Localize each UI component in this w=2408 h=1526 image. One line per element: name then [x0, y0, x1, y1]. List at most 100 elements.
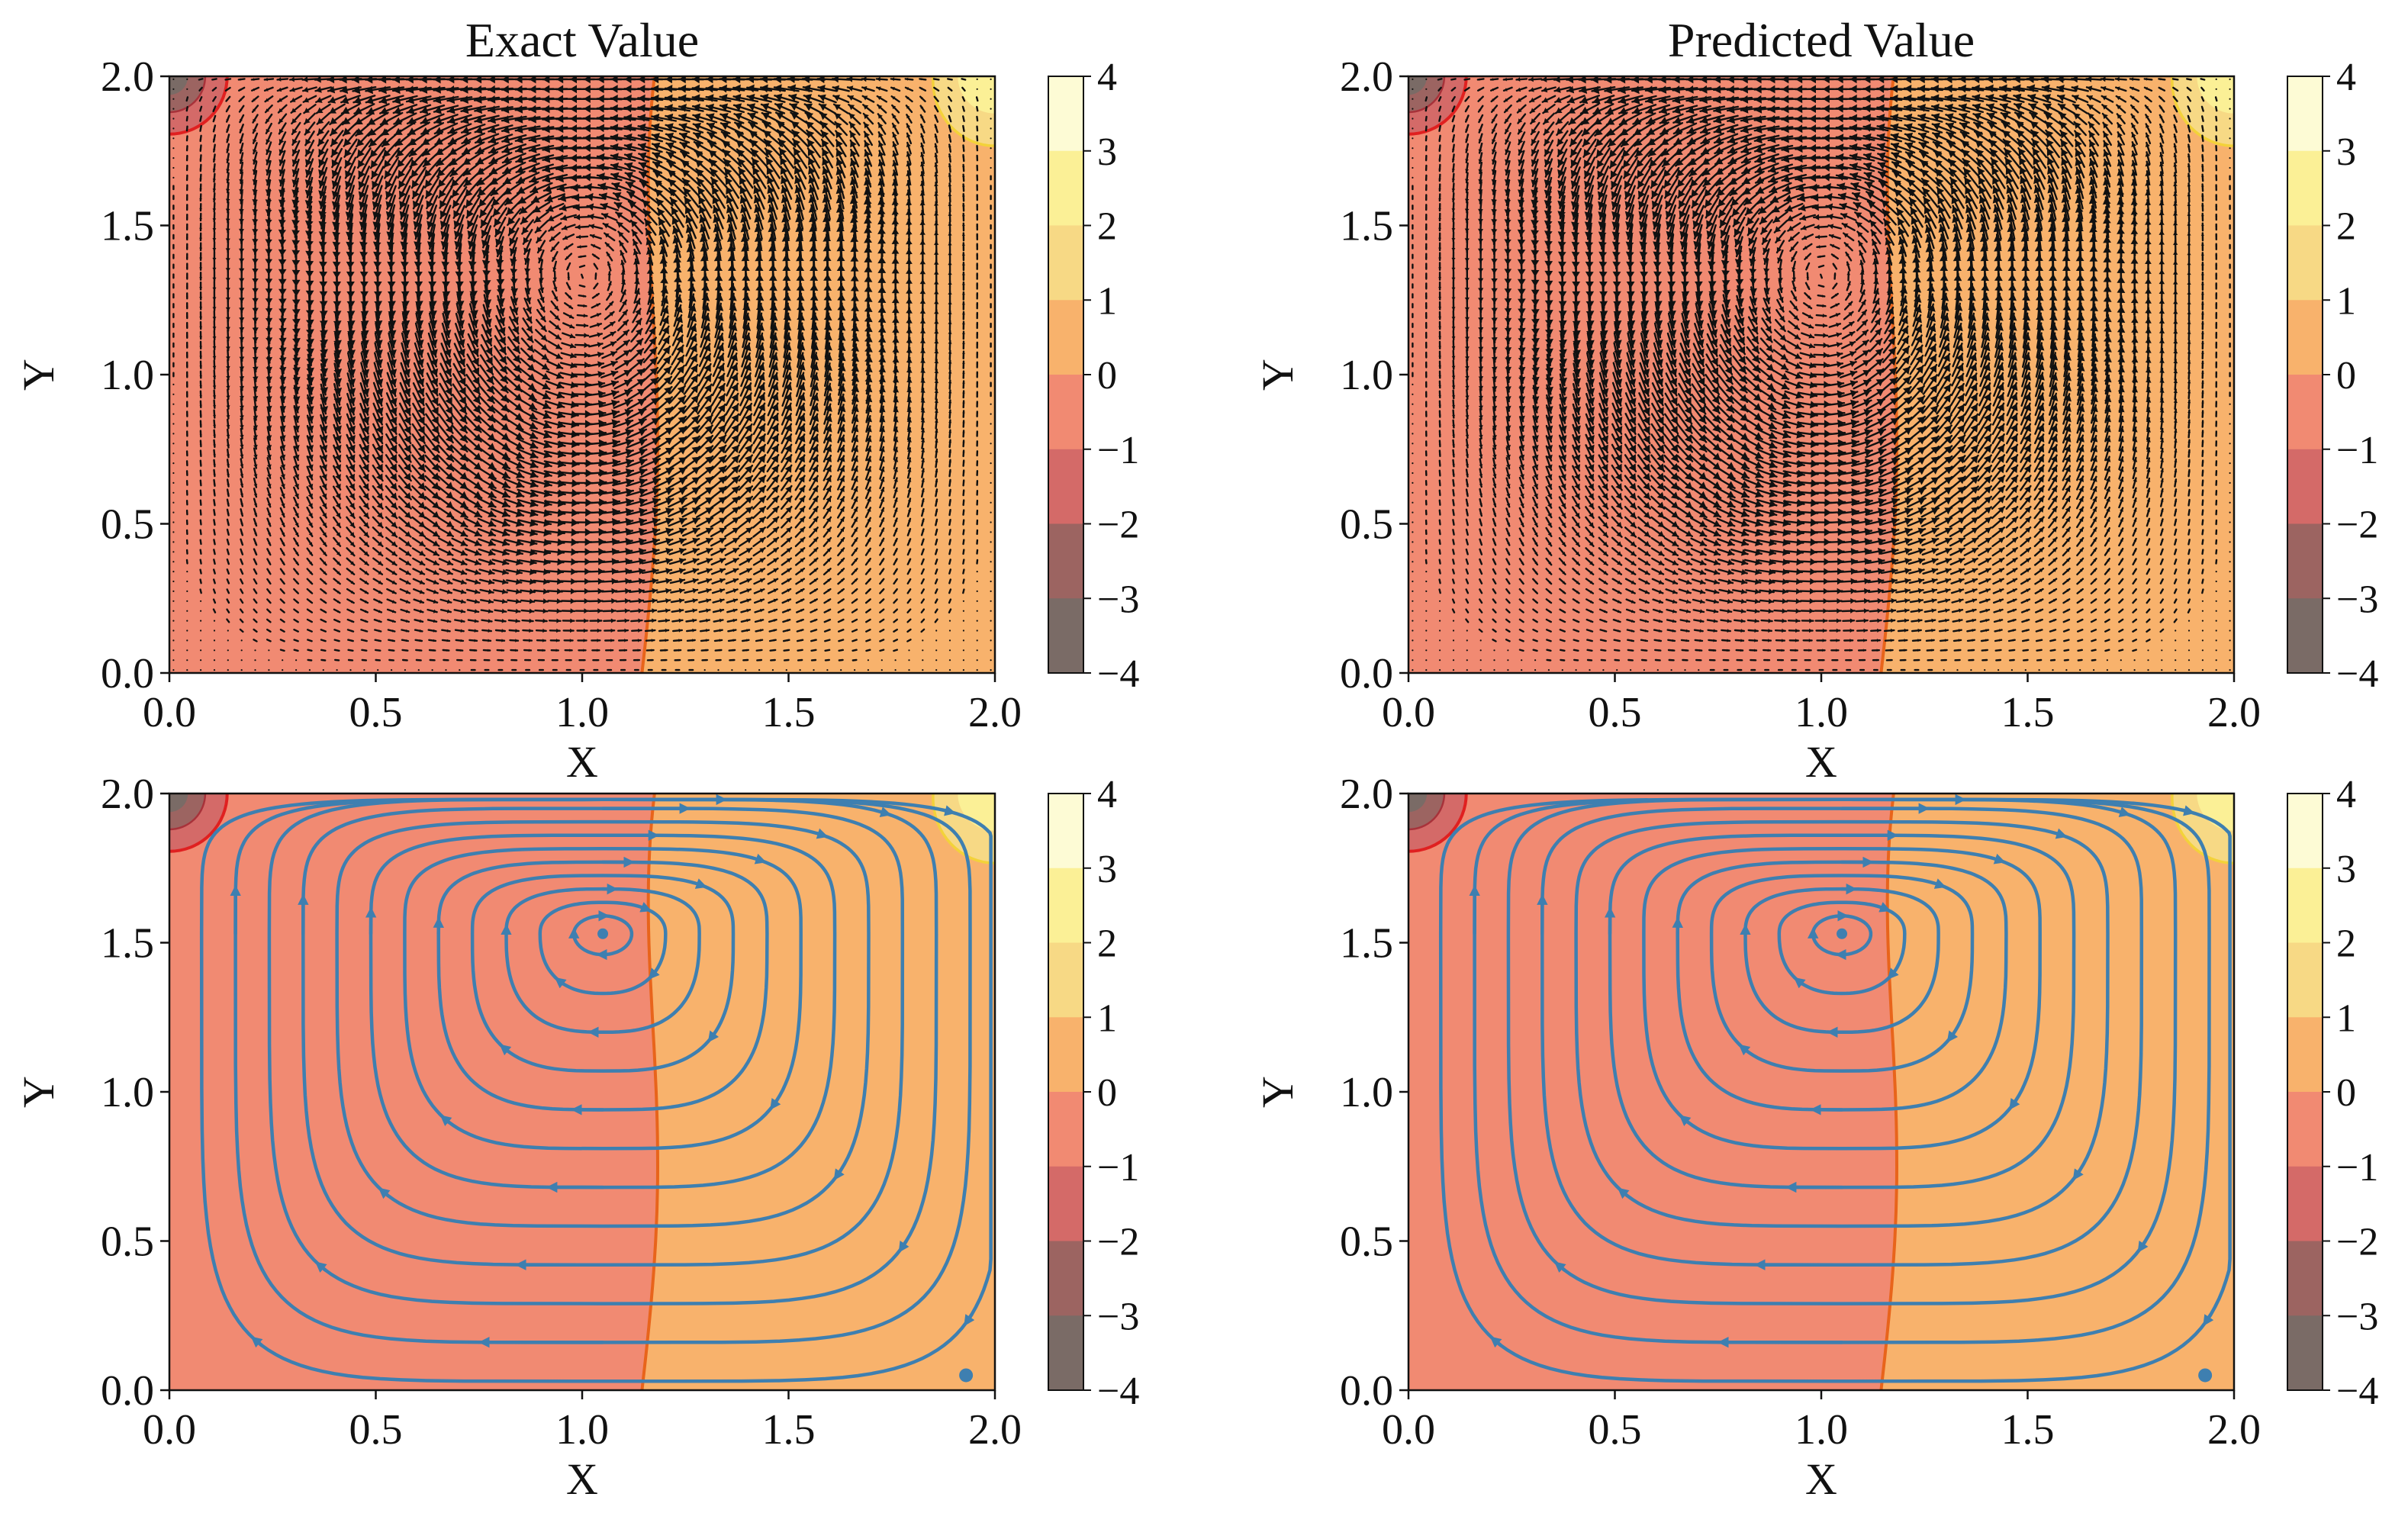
quiver-arrow-head [239, 208, 244, 214]
quiver-arrow-head [296, 620, 298, 623]
quiver-arrow-head [226, 149, 230, 153]
quiver-arrow-head [253, 464, 258, 468]
quiver-arrow-head [266, 445, 272, 449]
quiver-arrow-head [185, 208, 188, 210]
quiver-arrow-head [239, 149, 243, 153]
quiver-arrow [186, 88, 188, 90]
quiver-arrow [172, 118, 175, 120]
quiver-arrow-head [253, 395, 259, 401]
quiver-arrow [254, 659, 256, 662]
quiver-arrow-head [214, 591, 216, 594]
quiver-arrow-head [294, 445, 300, 451]
quiver-arrow-head [281, 513, 285, 517]
quiver-arrow-head [265, 229, 272, 236]
quiver-arrow-head [278, 139, 285, 145]
quiver-arrow [268, 669, 270, 671]
quiver-arrow-head [213, 474, 216, 476]
quiver-arrow-head [268, 552, 271, 555]
quiver-arrow-head [186, 552, 188, 554]
quiver-arrow-head [280, 454, 286, 460]
quiver-arrow [227, 659, 229, 662]
quiver-arrow-head [265, 88, 269, 92]
quiver-arrow-head [212, 257, 217, 262]
quiver-arrow-head [294, 474, 300, 479]
quiver-arrow-head [172, 227, 175, 229]
quiver-arrow-head [278, 366, 287, 374]
quiver-arrow-head [282, 581, 285, 584]
quiver-arrow-head [240, 493, 243, 497]
quiver-arrow-head [227, 552, 230, 555]
quiver-arrow-head [279, 425, 286, 431]
quiver-arrow-head [172, 375, 175, 377]
quiver-arrow-head [265, 307, 273, 314]
quiver-arrow [200, 669, 202, 671]
quiver-arrow [200, 659, 202, 662]
quiver-arrow-head [282, 552, 285, 555]
quiver-arrow-head [268, 571, 271, 575]
quiver-arrow [172, 491, 175, 494]
quiver-arrow-head [253, 139, 257, 143]
quiver-arrow-head [200, 591, 202, 594]
quiver-arrow-head [239, 385, 244, 391]
quiver-arrow-head [255, 600, 257, 603]
quiver-arrow [172, 590, 175, 593]
quiver-arrow [172, 669, 175, 671]
quiver-arrow [172, 137, 175, 140]
quiver-arrow [186, 610, 188, 612]
quiver-arrow-head [240, 571, 243, 574]
quiver-arrow-head [269, 600, 271, 604]
quiver-arrow-head [212, 218, 217, 222]
quiver-arrow-head [254, 552, 257, 555]
quiver-arrow-head [227, 513, 230, 516]
quiver-arrow [308, 669, 311, 671]
quiver-arrow [200, 649, 202, 652]
quiver-arrow-head [278, 347, 287, 355]
quiver-arrow-head [292, 347, 301, 356]
quiver-arrow-head [239, 298, 245, 303]
quiver-arrow-head [213, 109, 215, 111]
quiver-arrow-head [199, 89, 201, 91]
quiver-arrow-head [240, 415, 244, 420]
quiver-arrow-head [266, 386, 272, 392]
quiver-arrow [254, 669, 256, 671]
quiver-arrow-head [295, 493, 299, 498]
quiver-arrow-head [281, 532, 285, 536]
quiver-arrow-head [213, 444, 216, 447]
quiver-arrow-head [226, 159, 230, 163]
quiver-arrow-head [186, 99, 188, 101]
quiver-arrow-head [252, 239, 259, 245]
quiver-arrow [172, 629, 175, 632]
quiver-arrow-head [172, 276, 175, 278]
quiver-arrow-head [278, 128, 284, 134]
quiver-arrow-head [239, 395, 244, 401]
quiver-arrow-head [278, 169, 285, 175]
quiver-arrow [336, 669, 338, 671]
quiver-arrow [172, 423, 175, 425]
quiver-arrow [172, 561, 175, 563]
quiver-arrow-head [280, 474, 285, 479]
quiver-arrow-head [226, 179, 230, 183]
quiver-arrow-head [199, 247, 203, 250]
quiver-arrow-head [281, 523, 285, 526]
quiver-arrow-head [253, 118, 256, 123]
quiver-arrow-head [185, 168, 188, 171]
quiver-arrow [186, 639, 188, 642]
quiver-arrow-head [186, 424, 188, 427]
quiver-arrow [172, 108, 175, 110]
quiver-arrow-head [172, 306, 175, 307]
quiver-arrow [172, 433, 175, 435]
quiver-arrow-head [172, 217, 175, 219]
quiver-arrow-head [277, 77, 282, 82]
quiver-arrow-head [225, 278, 230, 282]
quiver-arrow-head [278, 179, 285, 186]
quiver-arrow-head [266, 454, 272, 459]
quiver-arrow-head [282, 571, 285, 575]
quiver-arrow [268, 649, 270, 652]
quiver-arrow [227, 649, 229, 652]
quiver-arrow-head [185, 188, 188, 191]
quiver-arrow-head [185, 336, 188, 338]
quiver-arrow-head [268, 562, 271, 565]
quiver-arrow-head [265, 249, 272, 256]
quiver-arrow-head [212, 159, 216, 162]
quiver-arrow [172, 620, 175, 622]
